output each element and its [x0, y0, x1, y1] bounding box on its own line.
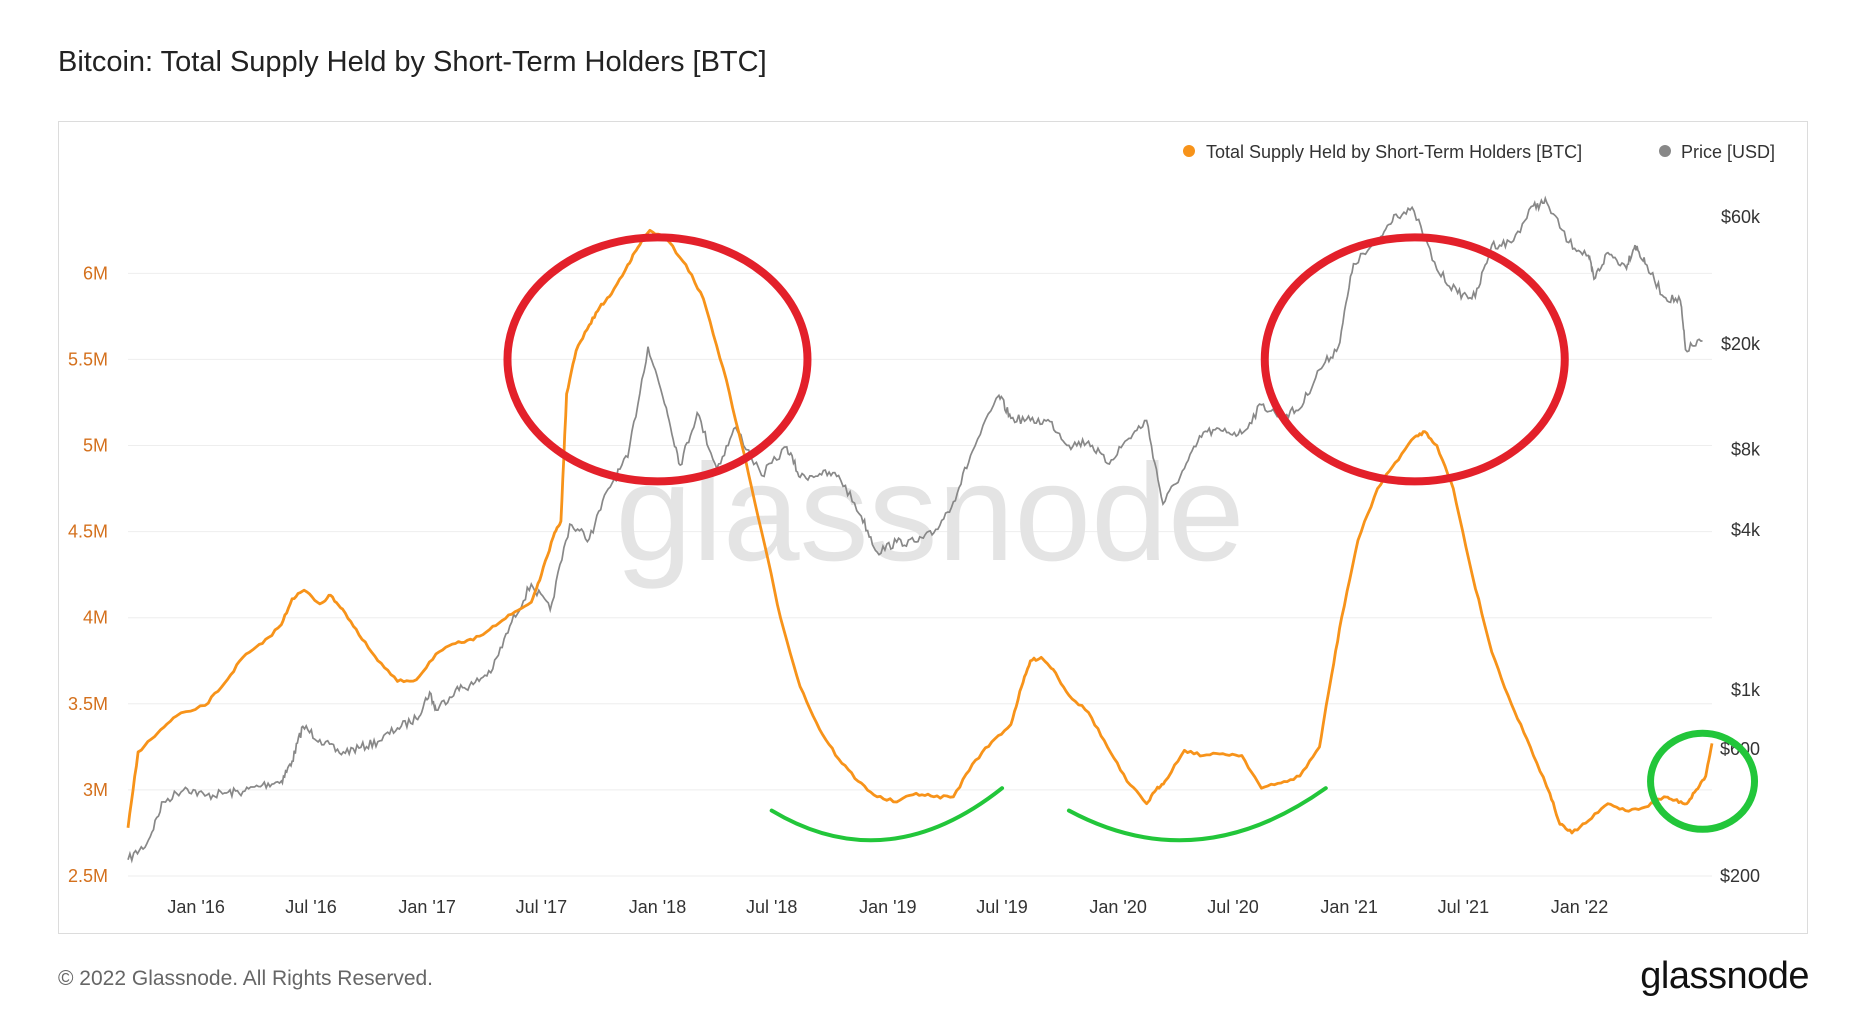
x-axis-tick-label: Jan '18: [629, 897, 686, 917]
right-axis-tick-label: $8k: [1731, 440, 1761, 460]
annotation-arc: [769, 786, 1005, 843]
left-axis-ticks: 2.5M 3M 3.5M 4M 4.5M 5M 5.5M 6M: [68, 263, 108, 886]
annotation-circle: [503, 233, 812, 486]
left-axis-tick-label: 4.5M: [68, 522, 108, 542]
copyright-footer: © 2022 Glassnode. All Rights Reserved.: [58, 967, 434, 990]
right-axis-tick-label: $4k: [1731, 520, 1761, 540]
left-axis-tick-label: 6M: [83, 263, 108, 283]
left-axis-tick-label: 2.5M: [68, 866, 108, 886]
x-axis-tick-label: Jul '16: [285, 897, 336, 917]
glassnode-watermark: glassnode: [615, 436, 1244, 590]
x-axis-tick-label: Jul '17: [516, 897, 567, 917]
x-axis-tick-label: Jan '20: [1089, 897, 1146, 917]
x-axis-tick-label: Jul '18: [746, 897, 797, 917]
legend: Total Supply Held by Short-Term Holders …: [1183, 142, 1775, 162]
annotation-circle: [1260, 233, 1569, 486]
x-axis-tick-label: Jul '21: [1438, 897, 1489, 917]
sth-supply-series-line: [126, 228, 1714, 835]
left-axis-tick-label: 3M: [83, 780, 108, 800]
left-axis-tick-label: 5M: [83, 436, 108, 456]
legend-price-label: Price [USD]: [1681, 142, 1775, 162]
chart-title: Bitcoin: Total Supply Held by Short-Term…: [58, 46, 767, 78]
x-axis-tick-label: Jan '17: [398, 897, 455, 917]
x-axis-tick-label: Jan '16: [167, 897, 224, 917]
annotation-arc: [1066, 786, 1328, 843]
right-axis-tick-label: $60k: [1721, 207, 1761, 227]
legend-sth-label: Total Supply Held by Short-Term Holders …: [1206, 142, 1582, 162]
x-axis-tick-label: Jan '22: [1551, 897, 1608, 917]
x-axis-tick-label: Jul '20: [1207, 897, 1258, 917]
x-axis-tick-label: Jan '21: [1320, 897, 1377, 917]
left-axis-tick-label: 4M: [83, 608, 108, 628]
right-axis-ticks: $200$600$1k$4k$8k$20k$60k: [1720, 207, 1761, 886]
right-axis-tick-label: $1k: [1731, 680, 1761, 700]
x-axis-ticks: Jan '16 Jul '16 Jan '17 Jul '17 Jan '18 Jul '…: [167, 897, 1608, 917]
x-axis-tick-label: Jan '19: [859, 897, 916, 917]
left-axis-tick-label: 5.5M: [68, 349, 108, 369]
gridlines: [128, 272, 1712, 877]
glassnode-logo: glassnode: [1640, 955, 1809, 997]
annotation-circle: [1647, 729, 1759, 833]
right-axis-tick-label: $20k: [1721, 334, 1761, 354]
left-axis-tick-label: 3.5M: [68, 694, 108, 714]
legend-price-dot: [1659, 145, 1671, 157]
annotations: [503, 233, 1759, 843]
chart-frame: [58, 121, 1808, 934]
price-series-line: [127, 195, 1703, 864]
legend-sth-dot: [1183, 145, 1195, 157]
right-axis-tick-label: $200: [1720, 866, 1760, 886]
x-axis-tick-label: Jul '19: [976, 897, 1027, 917]
